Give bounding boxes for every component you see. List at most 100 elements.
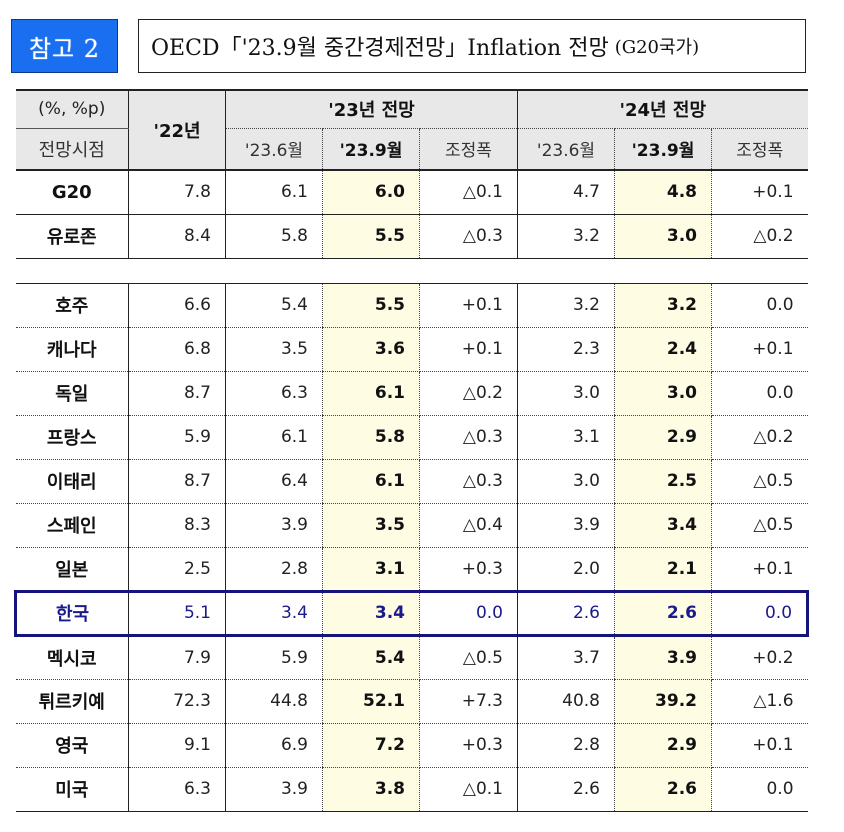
title-main: OECD「'23.9월 중간경제전망」Inflation 전망	[151, 36, 609, 61]
cell-24-adj: △1.6	[711, 679, 808, 724]
cell-24-jun: 3.9	[517, 503, 615, 548]
cell-24-jun: 4.7	[517, 170, 615, 215]
cell-24-adj: 0.0	[711, 767, 808, 812]
cell-24-adj: △0.2	[711, 415, 808, 460]
cell-2022: 8.4	[128, 214, 226, 259]
row-name: 튀르키예	[15, 679, 129, 724]
group-2023: '23년 전망	[225, 89, 518, 129]
cell-2022: 5.1	[128, 589, 226, 637]
row-name: 한국	[14, 589, 129, 637]
cell-24-sep: 2.1	[614, 547, 712, 592]
cell-23-sep: 7.2	[322, 723, 420, 768]
cell-24-jun: 3.7	[517, 635, 615, 680]
cell-23-sep: 5.5	[322, 282, 420, 328]
reference-badge: 참고 2	[11, 19, 118, 73]
cell-2022: 72.3	[128, 679, 226, 724]
cell-23-sep: 6.1	[322, 459, 420, 504]
cell-24-sep: 2.5	[614, 459, 712, 504]
table-row-usa: 미국 6.3 3.9 3.8 △0.1 2.6 2.6 0.0	[15, 767, 808, 812]
row-name: G20	[15, 170, 129, 215]
cell-23-adj: +0.1	[419, 327, 518, 372]
row-name: 일본	[15, 547, 129, 592]
cell-24-adj: △0.5	[711, 503, 808, 548]
cell-2022: 7.8	[128, 170, 226, 215]
cell-24-adj: 0.0	[711, 589, 810, 637]
col-24-jun: '23.6월	[517, 128, 615, 171]
cell-24-jun: 3.1	[517, 415, 615, 460]
table-row-turkiye: 튀르키예 72.3 44.8 52.1 +7.3 40.8 39.2 △1.6	[15, 679, 808, 724]
cell-23-jun: 5.4	[225, 282, 323, 328]
section-gap	[15, 258, 808, 283]
page-title: OECD「'23.9월 중간경제전망」Inflation 전망 (G20국가)	[138, 19, 806, 73]
cell-24-adj: +0.2	[711, 635, 808, 680]
badge-label: 참고 2	[28, 34, 101, 63]
cell-24-adj: △0.5	[711, 459, 808, 504]
cell-24-adj: +0.1	[711, 723, 808, 768]
cell-2022: 2.5	[128, 547, 226, 592]
cell-23-jun: 3.5	[225, 327, 323, 372]
cell-24-sep: 2.6	[614, 767, 712, 812]
cell-24-jun: 3.0	[517, 371, 615, 416]
cell-23-adj: +0.1	[419, 282, 518, 328]
cell-23-adj: △0.3	[419, 459, 518, 504]
cell-23-adj: △0.3	[419, 415, 518, 460]
cell-2022: 8.7	[128, 371, 226, 416]
cell-23-sep: 5.4	[322, 635, 420, 680]
cell-23-adj: △0.5	[419, 635, 518, 680]
row-name: 독일	[15, 371, 129, 416]
cell-23-adj: △0.1	[419, 170, 518, 215]
row-name: 이태리	[15, 459, 129, 504]
row-header-label: 전망시점	[15, 128, 129, 171]
cell-23-sep: 3.4	[322, 589, 420, 637]
row-name: 멕시코	[15, 635, 129, 680]
cell-24-adj: △0.2	[711, 214, 808, 259]
col-24-adj: 조정폭	[710, 128, 808, 171]
cell-23-sep: 3.1	[322, 547, 420, 592]
inflation-forecast-table: (%, %p) '22년 '23년 전망 '24년 전망 전망시점 '23.6월…	[14, 89, 810, 812]
col-23-sep: '23.9월	[322, 128, 420, 171]
cell-2022: 5.9	[128, 415, 226, 460]
cell-24-adj: 0.0	[711, 282, 808, 328]
cell-23-sep: 52.1	[322, 679, 420, 724]
cell-24-sep: 2.4	[614, 327, 712, 372]
cell-24-sep: 39.2	[614, 679, 712, 724]
cell-2022: 6.6	[128, 282, 226, 328]
group-2024: '24년 전망	[517, 89, 808, 129]
table-row-germany: 독일 8.7 6.3 6.1 △0.2 3.0 3.0 0.0	[15, 371, 808, 416]
table-row-canada: 캐나다 6.8 3.5 3.6 +0.1 2.3 2.4 +0.1	[15, 327, 808, 372]
cell-23-jun: 5.9	[225, 635, 323, 680]
cell-23-sep: 5.8	[322, 415, 420, 460]
cell-24-jun: 2.0	[517, 547, 615, 592]
cell-24-sep: 4.8	[614, 170, 712, 215]
row-name: 캐나다	[15, 327, 129, 372]
cell-23-sep: 5.5	[322, 214, 420, 259]
cell-23-adj: +0.3	[419, 547, 518, 592]
row-name: 스페인	[15, 503, 129, 548]
cell-23-adj: △0.3	[419, 214, 518, 259]
cell-2022: 6.3	[128, 767, 226, 812]
cell-2022: 7.9	[128, 635, 226, 680]
cell-23-jun: 3.9	[225, 503, 323, 548]
col-23-jun: '23.6월	[225, 128, 323, 171]
cell-24-adj: 0.0	[711, 371, 808, 416]
cell-24-jun: 2.3	[517, 327, 615, 372]
cell-24-sep: 3.9	[614, 635, 712, 680]
cell-24-jun: 40.8	[517, 679, 615, 724]
table-row-france: 프랑스 5.9 6.1 5.8 △0.3 3.1 2.9 △0.2	[15, 415, 808, 460]
cell-23-jun: 44.8	[225, 679, 323, 724]
table-row-mexico: 멕시코 7.9 5.9 5.4 △0.5 3.7 3.9 +0.2	[15, 635, 808, 680]
table-row-australia: 호주 6.6 5.4 5.5 +0.1 3.2 3.2 0.0	[15, 282, 808, 328]
cell-23-jun: 6.1	[225, 415, 323, 460]
cell-23-sep: 6.1	[322, 371, 420, 416]
cell-24-sep: 3.0	[614, 371, 712, 416]
col-23-adj: 조정폭	[419, 128, 518, 171]
cell-23-adj: +0.3	[419, 723, 518, 768]
row-name: 프랑스	[15, 415, 129, 460]
table-row-g20: G20 7.8 6.1 6.0 △0.1 4.7 4.8 +0.1	[15, 170, 808, 215]
table-row-eurozone: 유로존 8.4 5.8 5.5 △0.3 3.2 3.0 △0.2	[15, 214, 808, 259]
cell-23-adj: +7.3	[419, 679, 518, 724]
cell-24-sep: 3.2	[614, 282, 712, 328]
cell-2022: 8.7	[128, 459, 226, 504]
row-name: 호주	[15, 282, 129, 328]
row-name: 영국	[15, 723, 129, 768]
